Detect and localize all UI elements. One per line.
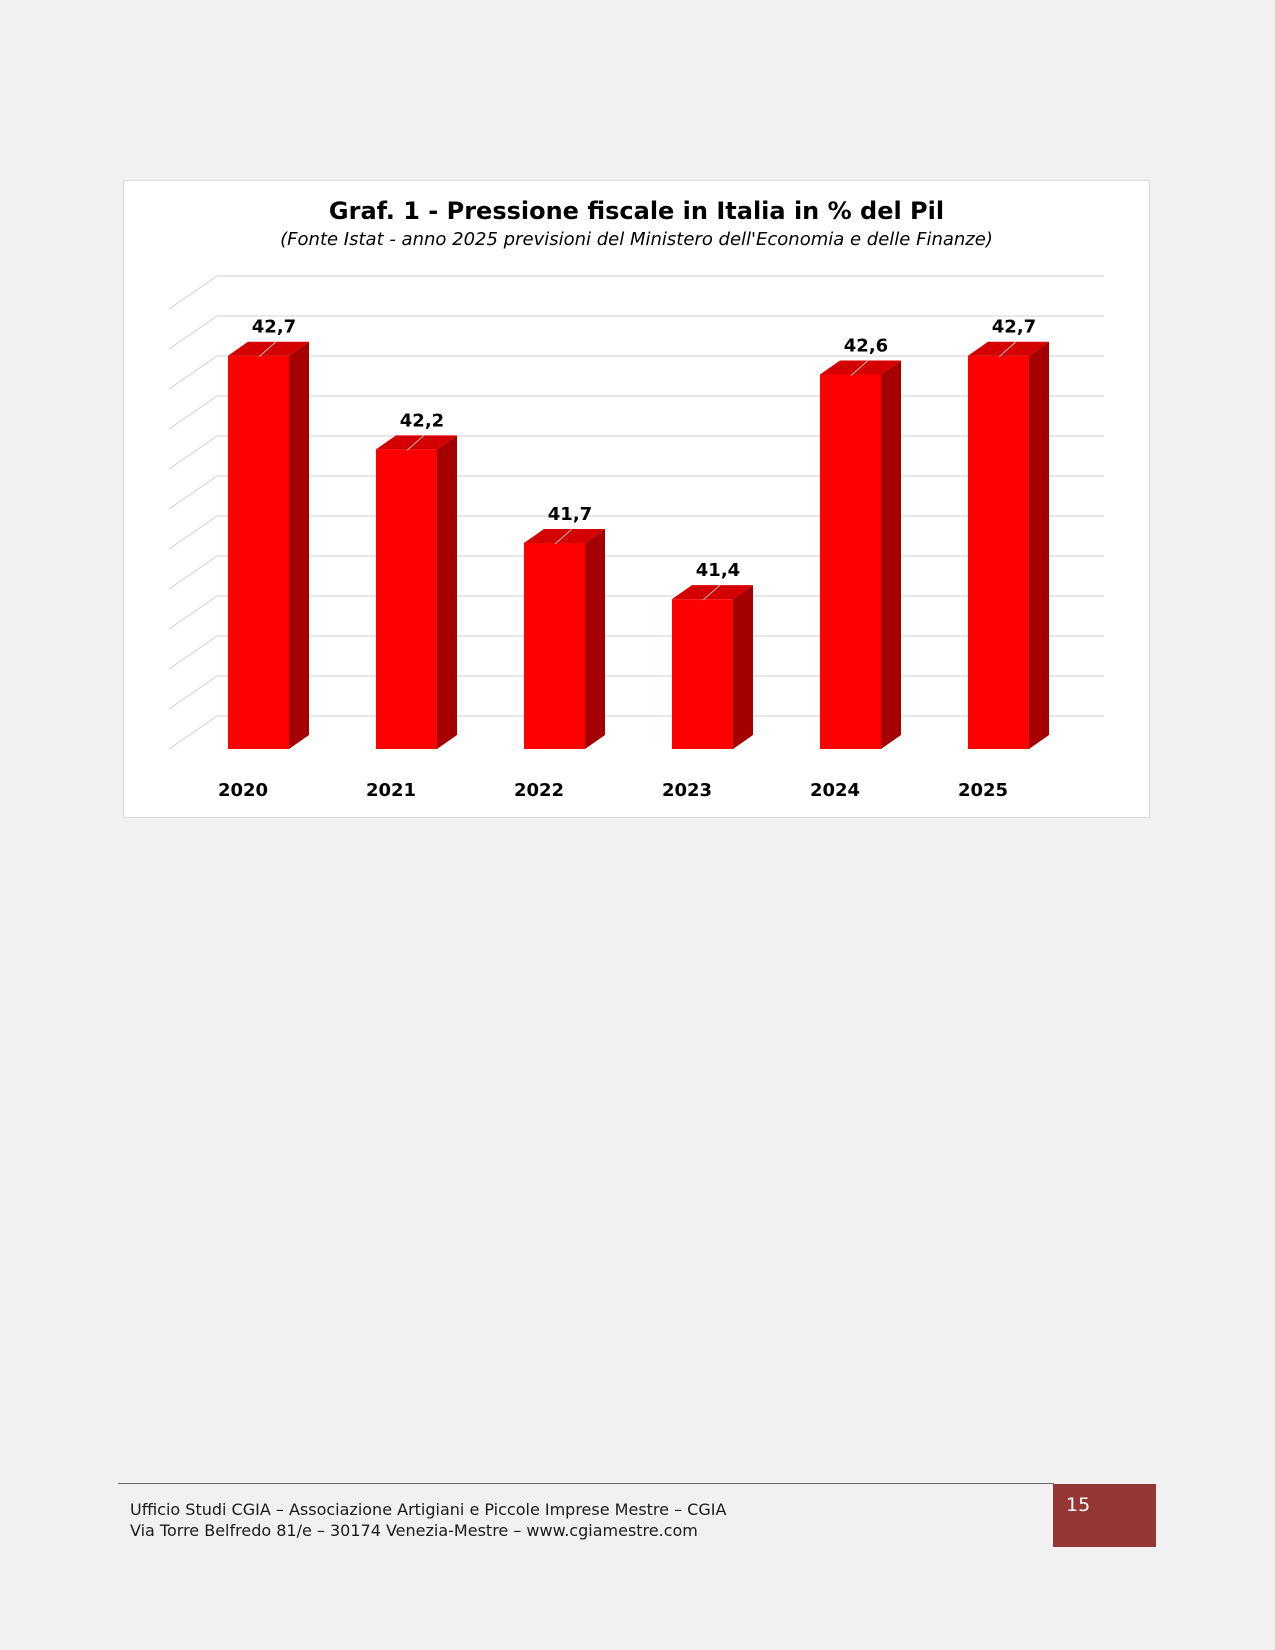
bar-2025 <box>968 355 1029 749</box>
x-tick-label: 2025 <box>958 780 1008 801</box>
bar-side-2025 <box>1029 341 1049 749</box>
x-tick-label: 2022 <box>514 780 564 801</box>
leader-line <box>850 360 869 376</box>
page-number-box: 15 <box>1053 1484 1156 1547</box>
data-label: 42,6 <box>844 335 888 356</box>
grid-line-side <box>168 515 218 550</box>
bar-2023 <box>672 599 733 749</box>
grid-line-side <box>168 315 218 350</box>
data-label: 42,2 <box>400 410 444 431</box>
chart-frame: Graf. 1 - Pressione fiscale in Italia in… <box>123 180 1150 818</box>
data-label: 42,7 <box>992 317 1036 338</box>
grid-line-side <box>168 715 218 750</box>
bar-2022 <box>524 543 585 749</box>
grid-line-side <box>168 275 218 310</box>
bar-side-2022 <box>585 529 605 749</box>
chart-subtitle: (Fonte Istat - anno 2025 previsioni del … <box>280 229 993 250</box>
data-label: 42,7 <box>252 317 296 338</box>
x-tick-label: 2024 <box>810 780 860 801</box>
bar-2024 <box>820 374 881 749</box>
data-label: 41,4 <box>696 560 740 581</box>
leader-line <box>406 434 425 451</box>
bar-side-2023 <box>733 585 753 749</box>
bar-side-2024 <box>881 360 901 749</box>
chart-title: Graf. 1 - Pressione fiscale in Italia in… <box>328 197 945 225</box>
grid-line-side <box>168 435 218 470</box>
page-number: 15 <box>1066 1494 1091 1516</box>
x-tick-label: 2020 <box>218 780 268 801</box>
leader-line <box>702 584 721 601</box>
leader-line <box>258 341 277 358</box>
footer-organization: Ufficio Studi CGIA – Associazione Artigi… <box>130 1500 727 1519</box>
grid-line-side <box>168 635 218 670</box>
grid-line-side <box>168 675 218 710</box>
footer-address: Via Torre Belfredo 81/e – 30174 Venezia-… <box>130 1521 698 1540</box>
data-label: 41,7 <box>548 504 592 525</box>
bar-side-2020 <box>289 341 309 749</box>
grid-line-side <box>168 355 218 390</box>
footer-divider <box>118 1483 1054 1484</box>
grid-line-side <box>168 475 218 510</box>
x-tick-label: 2021 <box>366 780 416 801</box>
bar-2020 <box>228 355 289 749</box>
grid-line-side <box>168 555 218 590</box>
bar-chart-plot: 42,7 2020 42,2 2021 41,7 2022 41,4 2023 42,6 2024… <box>168 275 1104 801</box>
leader-line <box>554 528 573 545</box>
grid-line-side <box>168 395 218 430</box>
grid-line-side <box>168 595 218 630</box>
bar-2021 <box>376 449 437 749</box>
leader-line <box>998 341 1017 358</box>
x-tick-label: 2023 <box>662 780 712 801</box>
bar-side-2021 <box>437 435 457 749</box>
